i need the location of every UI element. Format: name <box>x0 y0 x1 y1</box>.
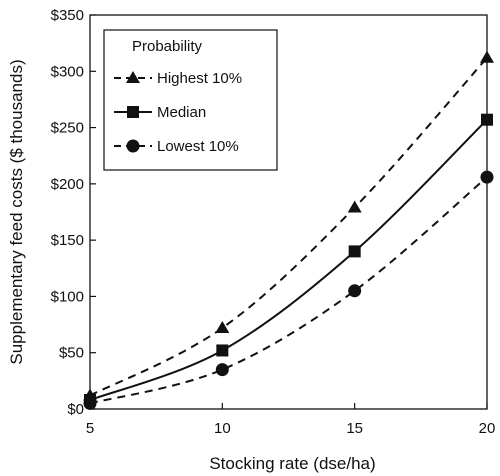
series-line-triangle <box>89 57 488 397</box>
x-tick-label: 5 <box>86 420 94 437</box>
y-axis-title: Supplementary feed costs ($ thousands) <box>7 59 26 364</box>
legend-item-triangle: Highest 10% <box>114 70 242 87</box>
x-tick-label: 20 <box>479 420 496 437</box>
legend-label-circle: Lowest 10% <box>157 138 239 155</box>
legend-marker-circle <box>126 139 140 153</box>
y-tick-label: $150 <box>51 232 84 249</box>
data-point-circle <box>215 363 229 377</box>
y-tick-label: $250 <box>51 120 84 137</box>
data-point-circle <box>83 396 97 410</box>
data-point-circle <box>348 284 362 298</box>
data-point-circle <box>480 170 494 184</box>
data-point-square <box>481 113 493 126</box>
legend-item-square: Median <box>114 104 206 121</box>
y-tick-label: $200 <box>51 176 84 193</box>
data-point-square <box>348 245 361 258</box>
legend-item-circle: Lowest 10% <box>114 138 239 155</box>
x-tick-label: 15 <box>346 420 363 437</box>
legend-marker-square <box>127 106 139 118</box>
legend-label-square: Median <box>157 104 206 121</box>
legend-marker-triangle <box>126 71 140 83</box>
y-tick-label: $50 <box>59 345 84 362</box>
plot-border <box>89 14 488 410</box>
y-tick-label: $100 <box>51 288 84 305</box>
series-line-circle <box>89 176 488 405</box>
y-axis: $0 $50 $100 $150 $200 $250 $300 $350 <box>51 7 96 418</box>
data-point-square <box>216 344 229 357</box>
legend-label-triangle: Highest 10% <box>157 70 242 87</box>
series-layer <box>83 50 494 410</box>
x-axis: 5 10 15 20 <box>86 403 496 437</box>
y-tick-label: $0 <box>67 401 84 418</box>
data-point-triangle <box>215 320 230 333</box>
data-point-triangle <box>480 50 494 63</box>
legend-title: Probability <box>132 38 203 55</box>
x-tick-label: 10 <box>214 420 231 437</box>
plot-area <box>89 14 488 410</box>
data-point-triangle <box>347 200 362 213</box>
series-circle <box>83 170 494 410</box>
y-tick-label: $300 <box>51 63 84 80</box>
series-line-square <box>89 118 488 401</box>
x-axis-title: Stocking rate (dse/ha) <box>209 454 375 473</box>
y-tick-label: $350 <box>51 7 84 24</box>
legend: Probability Highest 10% Median Lowest 10% <box>103 29 278 171</box>
